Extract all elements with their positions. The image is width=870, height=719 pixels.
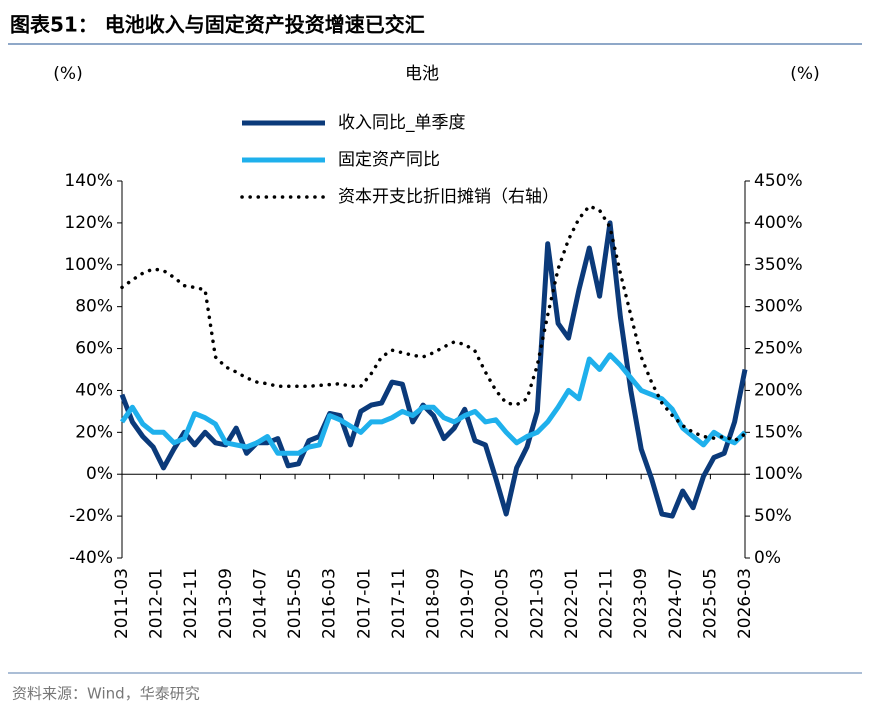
y-tick-label: 0% bbox=[86, 464, 113, 484]
y2-tick-label: 200% bbox=[754, 380, 803, 400]
y2-tick-label: 100% bbox=[754, 464, 803, 484]
x-tick-label: 2019-07 bbox=[458, 568, 478, 639]
y2-tick-label: 300% bbox=[754, 297, 803, 317]
legend-label: 固定资产同比 bbox=[338, 150, 440, 170]
figure-title: 图表51： 电池收入与固定资产投资增速已交汇 bbox=[10, 13, 425, 37]
legend-label: 资本开支比折旧摊销（右轴） bbox=[338, 187, 559, 207]
y-tick-label: 120% bbox=[64, 213, 113, 233]
y-axis-unit: (%) bbox=[53, 64, 82, 84]
x-tick-label: 2025-05 bbox=[700, 568, 720, 639]
y2-tick-label: 150% bbox=[754, 422, 803, 442]
y2-tick-label: 400% bbox=[754, 213, 803, 233]
x-tick-label: 2023-09 bbox=[631, 568, 651, 639]
series-line bbox=[119, 220, 748, 519]
x-tick-label: 2020-05 bbox=[493, 568, 513, 639]
x-tick-label: 2014-07 bbox=[250, 568, 270, 639]
chart-title: 电池 bbox=[405, 64, 439, 84]
y-tick-label: 140% bbox=[64, 171, 113, 191]
x-tick-label: 2016-03 bbox=[320, 568, 340, 639]
y-tick-label: 20% bbox=[75, 422, 113, 442]
x-tick-label: 2017-11 bbox=[389, 568, 409, 639]
x-tick-label: 2013-09 bbox=[216, 568, 236, 639]
y-tick-label: 100% bbox=[64, 255, 113, 275]
x-tick-label: 2024-07 bbox=[666, 568, 686, 639]
x-tick-label: 2018-09 bbox=[424, 568, 444, 639]
legend-label: 收入同比_单季度 bbox=[338, 113, 466, 133]
x-tick-label: 2012-01 bbox=[147, 568, 167, 639]
x-tick-label: 2012-11 bbox=[181, 568, 201, 639]
y-tick-label: 60% bbox=[75, 339, 113, 359]
source-note: 资料来源：Wind，华泰研究 bbox=[12, 685, 200, 703]
y-tick-label: -20% bbox=[69, 506, 113, 526]
y2-axis-unit: (%) bbox=[790, 64, 819, 84]
y-tick-label: 80% bbox=[75, 297, 113, 317]
x-tick-label: 2017-01 bbox=[354, 568, 374, 639]
x-tick-label: 2022-11 bbox=[597, 568, 617, 639]
x-tick-label: 2022-01 bbox=[562, 568, 582, 639]
series-line bbox=[120, 204, 747, 443]
y2-tick-label: 250% bbox=[754, 339, 803, 359]
x-tick-label: 2021-03 bbox=[527, 568, 547, 639]
y2-tick-label: 450% bbox=[754, 171, 803, 191]
y-tick-label: 40% bbox=[75, 380, 113, 400]
x-tick-label: 2026-03 bbox=[735, 568, 755, 639]
x-tick-label: 2015-05 bbox=[285, 568, 305, 639]
y2-tick-label: 50% bbox=[754, 506, 792, 526]
x-tick-label: 2011-03 bbox=[112, 568, 132, 639]
y-tick-label: -40% bbox=[69, 548, 113, 568]
series-line bbox=[119, 352, 747, 456]
y2-tick-label: 0% bbox=[754, 548, 781, 568]
y2-tick-label: 350% bbox=[754, 255, 803, 275]
